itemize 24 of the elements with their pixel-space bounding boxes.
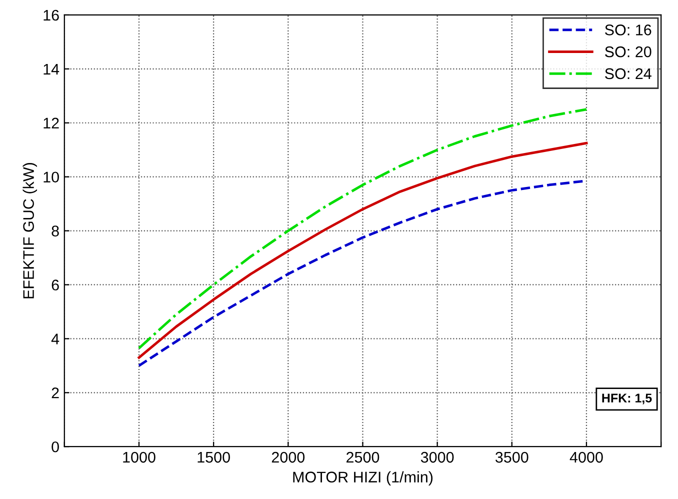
line-series [138, 142, 588, 359]
y-tick-label: 0 [52, 441, 59, 452]
y-tick-label: 16 [44, 10, 59, 21]
line-series [138, 108, 588, 350]
y-axis-title: EFEKTIF GUC (kW) [22, 162, 37, 298]
x-tick-label: 3000 [420, 452, 454, 463]
x-axis-title: MOTOR HIZI (1/min) [293, 471, 433, 486]
y-tick-label: 6 [52, 280, 59, 290]
y-tick-label: 14 [44, 64, 60, 74]
legend-label: SO: 16 [605, 24, 652, 36]
legend-label: SO: 20 [605, 46, 652, 58]
y-tick-label: 4 [51, 334, 60, 344]
legend-label: SO: 24 [605, 68, 652, 80]
y-tick-label: 8 [52, 226, 59, 236]
y-tick-label: 2 [52, 388, 59, 398]
x-tick-label: 1000 [123, 452, 156, 463]
annotation: HFK: 1,5 [602, 394, 652, 404]
x-tick-label: 3500 [495, 452, 528, 463]
x-tick-label: 2500 [346, 452, 380, 463]
y-tick-label: 12 [44, 118, 59, 128]
x-tick-label: 1500 [198, 452, 230, 463]
y-tick-label: 10 [44, 172, 59, 183]
x-tick-label: 4000 [570, 452, 603, 463]
x-tick-label: 2000 [272, 452, 305, 463]
